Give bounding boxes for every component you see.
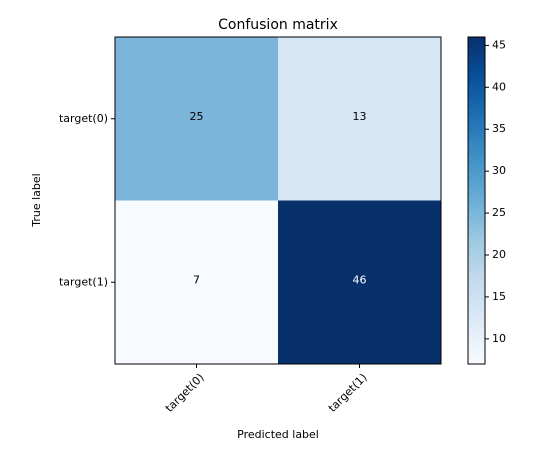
y-tick-label: target(0) (59, 112, 108, 125)
x-axis-ticks: target(0) target(1) (163, 364, 370, 415)
colorbar-tick-label: 35 (492, 122, 506, 135)
colorbar-tick-label: 45 (492, 38, 506, 51)
x-axis-label: Predicted label (237, 428, 319, 441)
colorbar: 10 15 20 25 30 35 40 45 (467, 36, 506, 365)
colorbar-tick-label: 20 (492, 248, 506, 261)
colorbar-tick-label: 40 (492, 80, 506, 93)
y-axis-label: True label (30, 173, 43, 227)
heatmap-cell (278, 200, 441, 364)
plot-frame (114, 36, 442, 365)
cell-value-label: 25 (190, 110, 204, 123)
y-axis-ticks: target(0) target(1) (59, 112, 115, 288)
cell-value-label: 7 (193, 273, 200, 286)
heatmap-cell (115, 200, 278, 364)
cell-value-label: 13 (353, 110, 367, 123)
cell-value-label: 46 (353, 273, 367, 286)
chart-title: Confusion matrix (218, 17, 338, 33)
colorbar-tick-label: 15 (492, 290, 506, 303)
colorbar-tick-label: 25 (492, 206, 506, 219)
x-tick-label: target(1) (326, 371, 370, 415)
colorbar-tick-label: 10 (492, 332, 506, 345)
colorbar-gradient (467, 36, 486, 365)
heatmap-cell (115, 37, 278, 201)
x-tick-label: target(0) (163, 371, 207, 415)
heatmap-cells: 25 13 7 46 (115, 37, 441, 364)
y-tick-label: target(1) (59, 275, 108, 288)
heatmap-cell (278, 37, 441, 201)
colorbar-tick-label: 30 (492, 164, 506, 177)
